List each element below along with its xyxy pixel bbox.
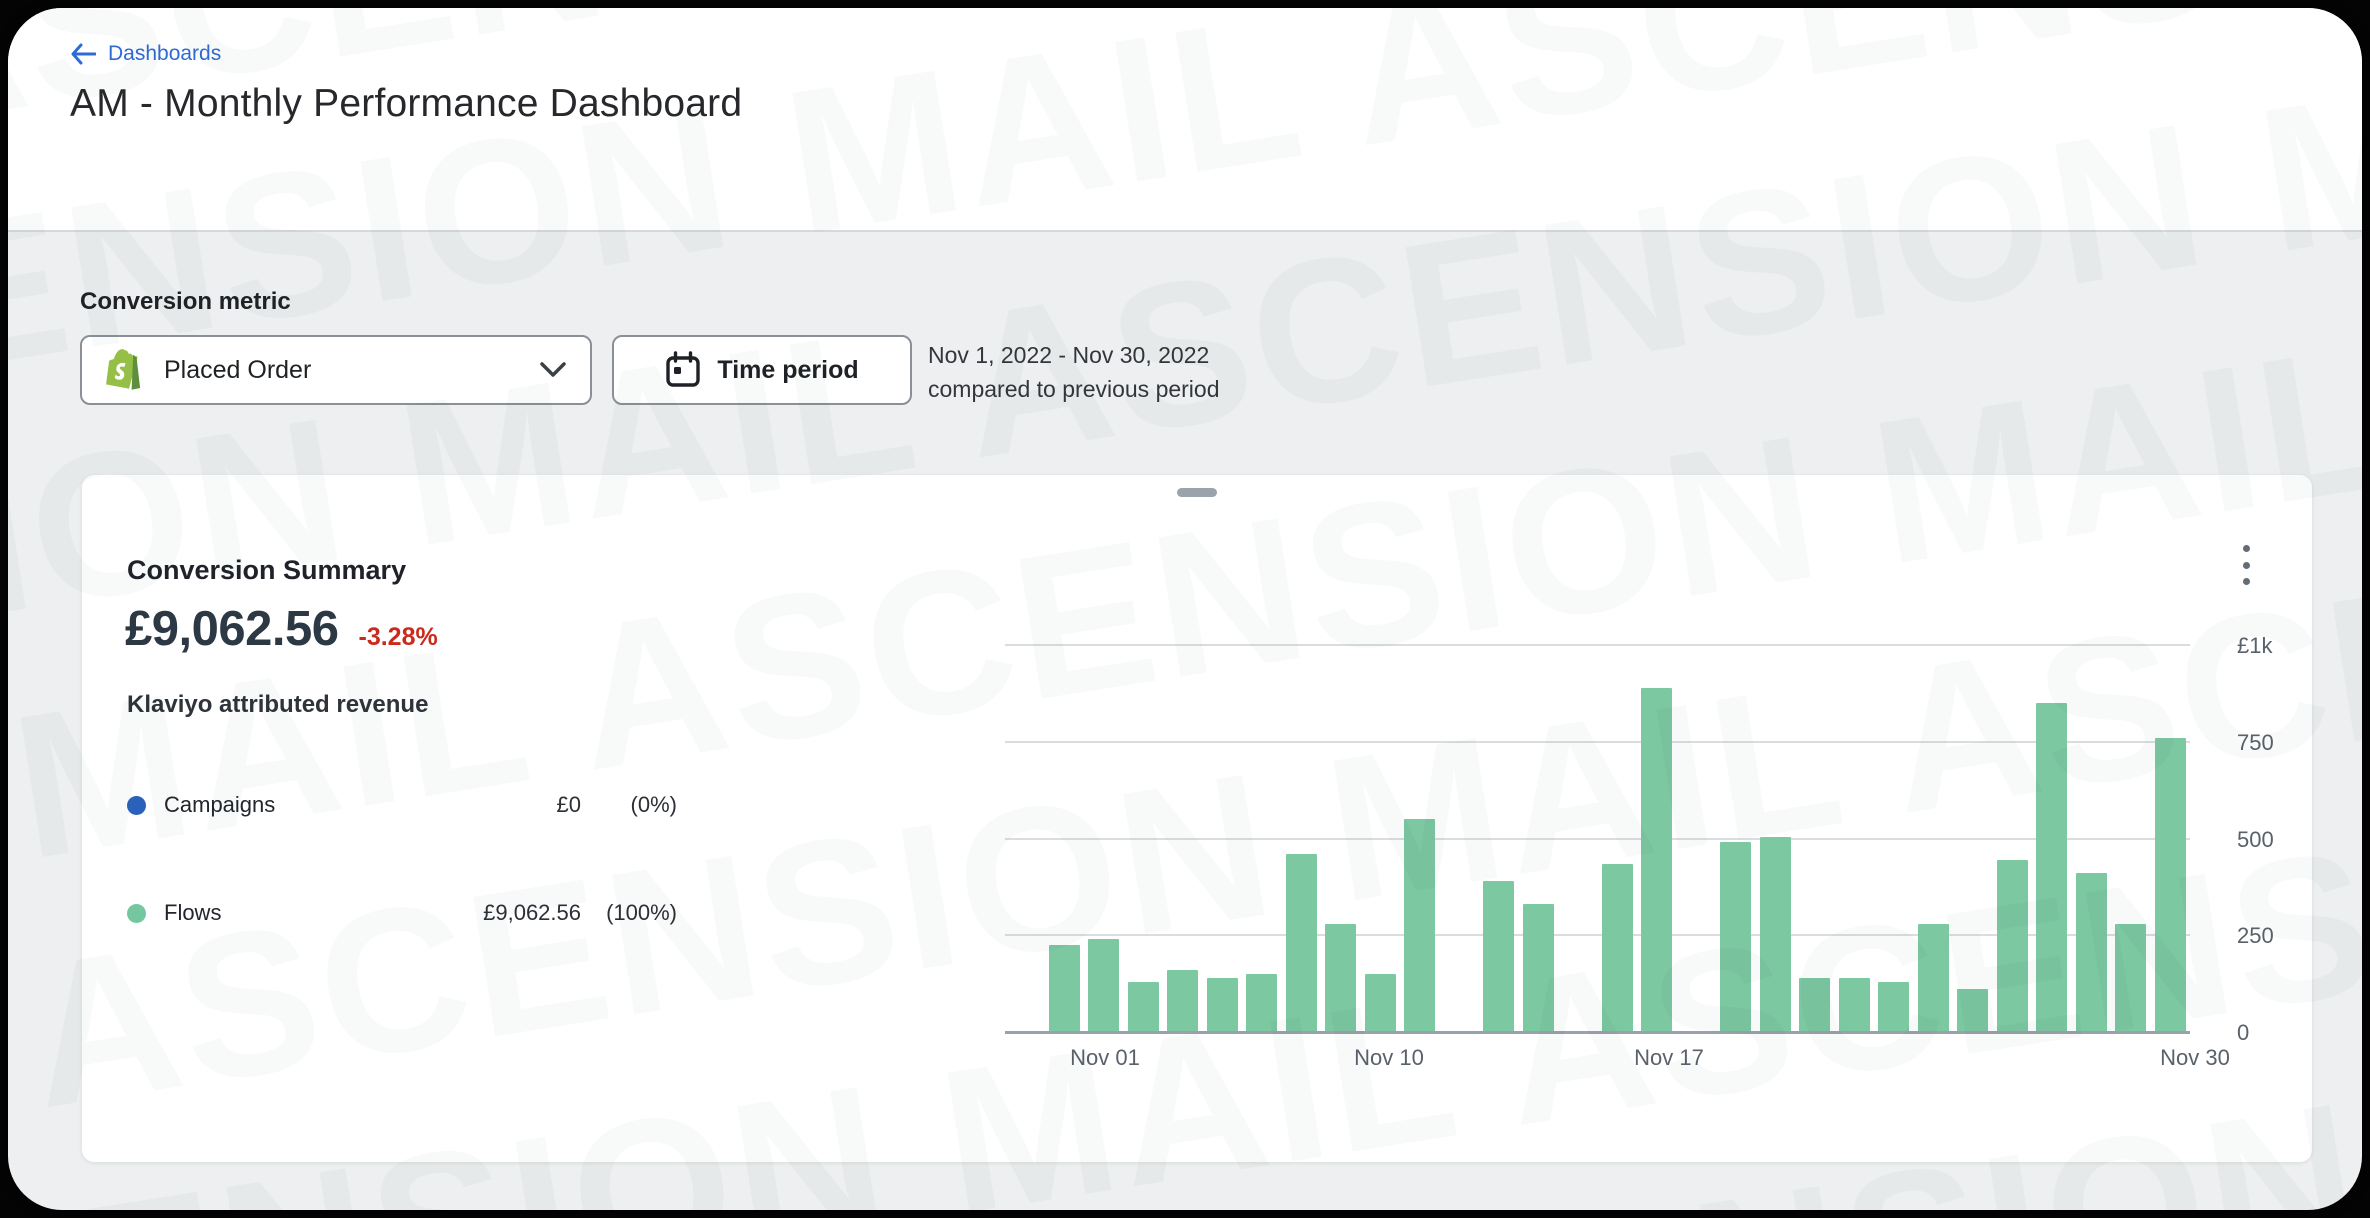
- bar-nov-2[interactable]: [1048, 944, 1080, 1032]
- metric-select-value: Placed Order: [164, 355, 312, 384]
- bar-nov-11[interactable]: [1404, 819, 1436, 1032]
- y-axis-tick-label: 250: [2237, 923, 2274, 949]
- y-axis-tick-label: 500: [2237, 826, 2274, 852]
- bar-nov-6[interactable]: [1206, 977, 1238, 1032]
- total-revenue-value: £9,062.56: [125, 602, 339, 656]
- conversion-metric-select[interactable]: Placed Order: [80, 335, 592, 405]
- kebab-dot: [2242, 578, 2250, 585]
- bar-nov-7[interactable]: [1246, 973, 1278, 1032]
- shopify-icon: [106, 349, 144, 391]
- card-drag-handle[interactable]: [1177, 488, 1217, 497]
- bar-nov-27[interactable]: [2036, 703, 2068, 1032]
- gridline: [1005, 934, 2190, 937]
- chevron-down-icon: [540, 362, 566, 378]
- revenue-bar-chart: £1k 750 500 250 0 Nov 01 Nov 10 Nov 17 Nov 30: [1005, 621, 2274, 1070]
- bar-nov-3[interactable]: [1088, 939, 1120, 1032]
- legend-percent: (0%): [630, 792, 677, 817]
- page-title: AM - Monthly Performance Dashboard: [70, 82, 743, 125]
- date-range-line2: compared to previous period: [928, 376, 1220, 402]
- time-period-button[interactable]: Time period: [612, 335, 912, 405]
- back-link-label: Dashboards: [108, 42, 222, 65]
- change-percent-badge: -3.28%: [358, 623, 438, 651]
- bar-nov-26[interactable]: [1996, 859, 2028, 1032]
- bar-nov-9[interactable]: [1325, 923, 1357, 1032]
- time-period-label: Time period: [717, 355, 859, 384]
- bar-nov-4[interactable]: [1127, 981, 1159, 1032]
- conversion-summary-card: Conversion Summary £9,062.56 -3.28% Klav…: [82, 475, 2312, 1162]
- x-axis-tick-label: Nov 17: [1634, 1045, 1704, 1070]
- legend-row-campaigns[interactable]: Campaigns £0 (0%): [127, 789, 677, 821]
- bar-nov-21[interactable]: [1799, 977, 1831, 1032]
- bar-nov-29[interactable]: [2115, 923, 2147, 1032]
- legend-name: Flows: [164, 900, 222, 925]
- legend-value: £0: [556, 792, 581, 817]
- gridline: [1005, 644, 2190, 646]
- bar-nov-16[interactable]: [1601, 863, 1633, 1032]
- bar-nov-14[interactable]: [1522, 904, 1554, 1032]
- bar-nov-22[interactable]: [1838, 977, 1870, 1032]
- bar-nov-17[interactable]: [1641, 687, 1673, 1032]
- bar-nov-25[interactable]: [1957, 989, 1989, 1032]
- bar-nov-13[interactable]: [1483, 881, 1515, 1032]
- bar-nov-24[interactable]: [1917, 923, 1949, 1032]
- y-axis-tick-label: £1k: [2237, 633, 2273, 658]
- kebab-dot: [2242, 561, 2250, 569]
- x-axis-tick-label: Nov 30: [2160, 1045, 2230, 1070]
- app-window: Dashboards AM - Monthly Performance Dash…: [8, 8, 2362, 1210]
- legend-row-flows[interactable]: Flows £9,062.56 (100%): [127, 897, 677, 929]
- bar-nov-23[interactable]: [1878, 981, 1910, 1032]
- gridline: [1005, 740, 2190, 743]
- date-range-line1: Nov 1, 2022 - Nov 30, 2022: [928, 342, 1210, 368]
- back-arrow-icon: [70, 43, 96, 65]
- campaigns-dot-icon: [127, 795, 146, 815]
- kebab-dot: [2242, 545, 2250, 552]
- y-axis-tick-label: 0: [2237, 1020, 2250, 1045]
- bar-nov-5[interactable]: [1167, 970, 1199, 1032]
- x-axis-tick-label: Nov 10: [1354, 1045, 1424, 1070]
- bar-nov-28[interactable]: [2075, 873, 2107, 1032]
- flows-dot-icon: [127, 903, 146, 923]
- gridline: [1005, 837, 2190, 840]
- back-to-dashboards-link[interactable]: Dashboards: [70, 42, 221, 66]
- conversion-metric-label: Conversion metric: [80, 288, 291, 315]
- legend-percent: (100%): [606, 900, 677, 925]
- watermark-row: MAIL ASCENSION MAIL ASCENSION MAIL ASCEN…: [8, 1155, 2362, 1210]
- bar-nov-30[interactable]: [2154, 737, 2186, 1032]
- bar-nov-8[interactable]: [1285, 853, 1317, 1032]
- bar-chart-plot: £1k 750 500 250 0 Nov 01 Nov 10 Nov 17 Nov 30: [1005, 621, 2274, 1070]
- card-title: Conversion Summary: [127, 555, 407, 585]
- legend-value: £9,062.56: [483, 900, 581, 925]
- page-header: Dashboards AM - Monthly Performance Dash…: [8, 8, 2362, 232]
- bar-nov-19[interactable]: [1720, 842, 1752, 1032]
- x-axis-tick-label: Nov 01: [1070, 1045, 1140, 1070]
- x-axis-line: [1005, 1031, 2190, 1034]
- calendar-icon: [665, 351, 701, 389]
- legend-name: Campaigns: [164, 792, 276, 817]
- revenue-subtitle: Klaviyo attributed revenue: [127, 691, 429, 718]
- bar-nov-20[interactable]: [1759, 836, 1791, 1032]
- total-revenue-row: £9,062.56 -3.28%: [125, 601, 438, 657]
- card-menu-button[interactable]: [2232, 543, 2260, 587]
- date-range-text: Nov 1, 2022 - Nov 30, 2022 compared to p…: [928, 338, 1220, 406]
- bar-nov-10[interactable]: [1364, 973, 1396, 1032]
- y-axis-tick-label: 750: [2237, 729, 2274, 755]
